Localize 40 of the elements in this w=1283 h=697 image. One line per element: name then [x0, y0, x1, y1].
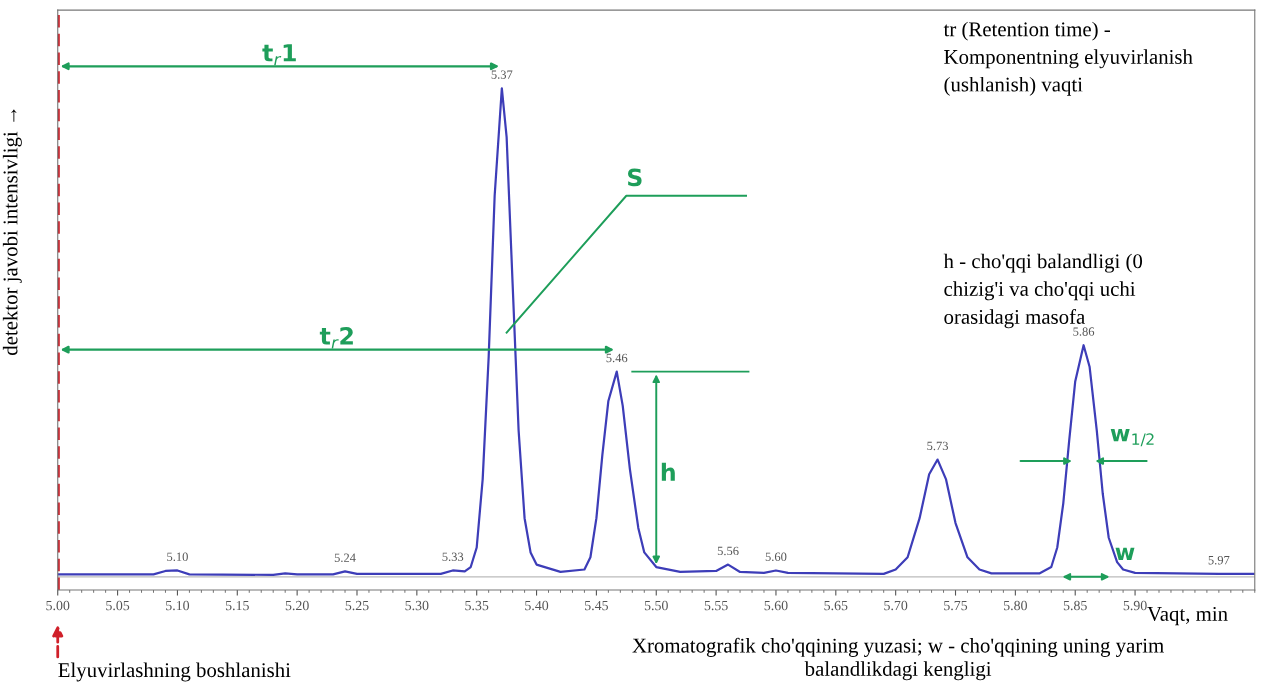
annotation: S [628, 168, 642, 187]
annotation: t$_{r}$2 [319, 327, 353, 349]
annotation: 5.56 [717, 546, 739, 556]
x-tick-label: 5.60 [764, 600, 788, 611]
x-tick-label: 5.15 [225, 600, 249, 611]
legend-label: Elyuvirlashning boshlanishi [58, 662, 291, 682]
x-tick-label: 5.80 [1004, 600, 1027, 611]
x-axis-title: Vaqt, min [1147, 606, 1228, 626]
annotation: w [1115, 547, 1135, 560]
annotation: 5.24 [334, 553, 356, 563]
x-tick-label: 5.30 [405, 600, 429, 611]
x-tick-label: 5.85 [1063, 600, 1087, 611]
annotation: 5.60 [765, 552, 787, 562]
annotation: 5.46 [606, 353, 628, 363]
annotation: w$_{1/2}$ [1110, 429, 1154, 447]
x-tick-label: 5.45 [585, 600, 609, 611]
x-tick-label: 5.00 [46, 600, 70, 611]
text: Xromatografik cho'qqining yuzasi; w - cho'qqining uning yarim balandlikdagi kengligi [632, 637, 1164, 681]
annotation: tr (Retention time) - Komponentning elyuvirlanish (ushlanish) vaqti [943, 21, 1193, 96]
x-tick-label: 5.55 [704, 600, 728, 611]
x-tick-label: 5.70 [884, 600, 908, 611]
y-axis-title: detektor javobi intensivligi → [2, 109, 22, 355]
x-tick-label: 5.40 [525, 600, 549, 611]
annotation: 5.33 [442, 552, 464, 562]
annotation: 5.73 [927, 441, 949, 451]
x-tick-label: 5.90 [1123, 600, 1147, 611]
x-tick-label: 5.75 [944, 600, 968, 611]
annotation: 5.10 [167, 552, 188, 562]
annotation: 5.97 [1208, 556, 1230, 565]
x-tick-label: 5.10 [166, 600, 190, 611]
annotation: 5.37 [491, 70, 513, 79]
x-tick-label: 5.65 [824, 600, 848, 611]
text: t$_{r}$1 [262, 44, 296, 66]
x-tick-label: 5.50 [644, 600, 668, 611]
x-tick-label: 5.05 [106, 600, 130, 611]
x-tick-label: 5.20 [285, 600, 309, 611]
annotation: h [661, 462, 675, 481]
annotation: 5.86 [1073, 327, 1095, 336]
x-tick-label: 5.35 [465, 600, 489, 611]
x-tick-label: 5.25 [345, 600, 369, 611]
